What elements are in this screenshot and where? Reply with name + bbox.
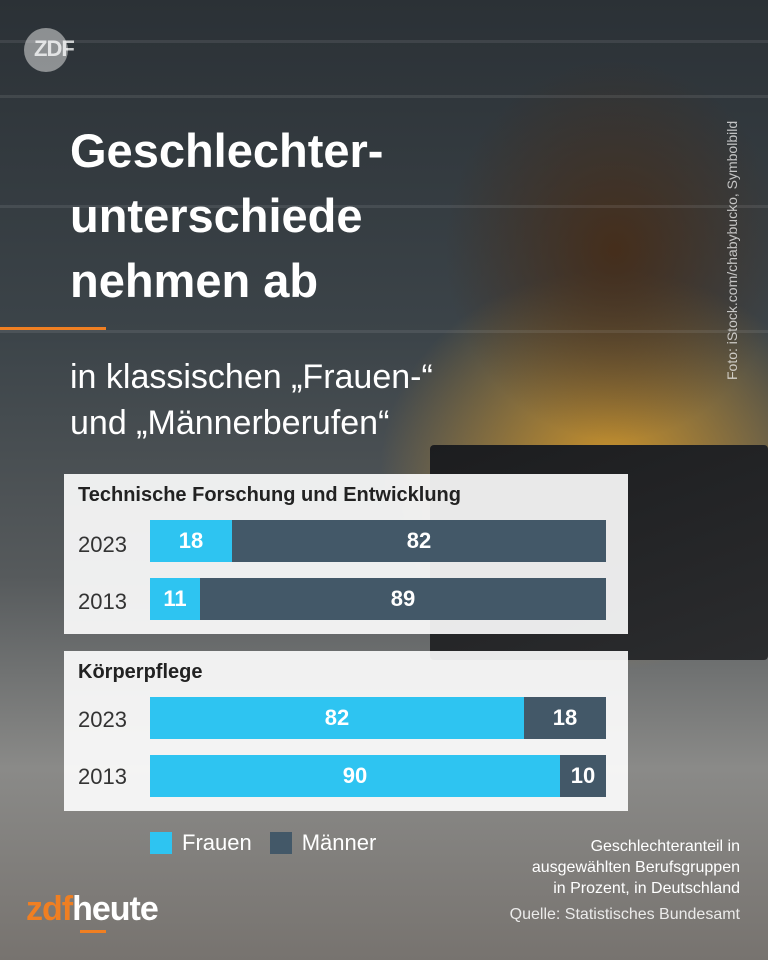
bar-value-label: 18 bbox=[552, 705, 578, 730]
photo-credit: Foto: iStock.com/chabybucko, Symbolbild bbox=[724, 120, 740, 380]
bar-value-label: 89 bbox=[390, 586, 416, 611]
legend-swatch-maenner bbox=[269, 832, 292, 854]
chart-panel-technische-forschung: Technische Forschung und Entwicklung 202… bbox=[64, 474, 628, 634]
brand-zdf: zdf bbox=[26, 890, 73, 928]
bar-value-label: 11 bbox=[163, 586, 187, 611]
zdfheute-logo: zdfheute bbox=[26, 890, 159, 929]
bar-frauen-2023: 82 bbox=[150, 697, 524, 739]
zdf-logo-badge bbox=[24, 28, 68, 72]
bar-value-label: 82 bbox=[406, 528, 432, 553]
brand-heute: heute bbox=[72, 890, 159, 928]
bar-value-label: 90 bbox=[342, 763, 368, 788]
page-subtitle: in klassischen „Frauen-“ und „Männerberu… bbox=[70, 358, 433, 442]
chart-panel-koerperpflege: Körperpflege 2023 2013 82 18 90 10 bbox=[64, 651, 628, 811]
row-year-label: 2013 bbox=[78, 764, 127, 789]
bar-frauen-2013: 90 bbox=[150, 755, 560, 797]
accent-line bbox=[0, 327, 106, 330]
page-title: Geschlechter- unterschiede nehmen ab bbox=[70, 124, 384, 307]
bar-frauen-2013: 11 bbox=[150, 578, 200, 620]
legend-label-frauen: Frauen bbox=[182, 830, 252, 855]
row-year-label: 2013 bbox=[78, 589, 127, 614]
brand-underline bbox=[80, 930, 106, 933]
bar-maenner-2013: 10 bbox=[560, 755, 606, 797]
row-year-label: 2023 bbox=[78, 532, 127, 557]
bar-value-label: 10 bbox=[570, 763, 596, 788]
bar-value-label: 82 bbox=[324, 705, 350, 730]
source-text: Quelle: Statistisches Bundesamt bbox=[509, 906, 740, 923]
row-year-label: 2023 bbox=[78, 707, 127, 732]
bar-maenner-2023: 18 bbox=[524, 697, 606, 739]
chart-note: Geschlechteranteil in ausgewählten Beruf… bbox=[531, 838, 740, 897]
zdf-logo-text: ZDF bbox=[34, 36, 75, 61]
chart-title: Körperpflege bbox=[78, 661, 203, 683]
legend-item-frauen: Frauen bbox=[150, 830, 252, 856]
bar-maenner-2013: 89 bbox=[200, 578, 606, 620]
bar-maenner-2023: 82 bbox=[232, 520, 606, 562]
chart-legend: Frauen Männer bbox=[150, 830, 394, 856]
legend-label-maenner: Männer bbox=[301, 830, 377, 855]
bar-frauen-2023: 18 bbox=[150, 520, 232, 562]
bar-value-label: 18 bbox=[178, 528, 204, 553]
legend-swatch-frauen bbox=[150, 832, 172, 854]
chart-title: Technische Forschung und Entwicklung bbox=[78, 484, 461, 506]
legend-item-maenner: Männer bbox=[269, 830, 377, 856]
